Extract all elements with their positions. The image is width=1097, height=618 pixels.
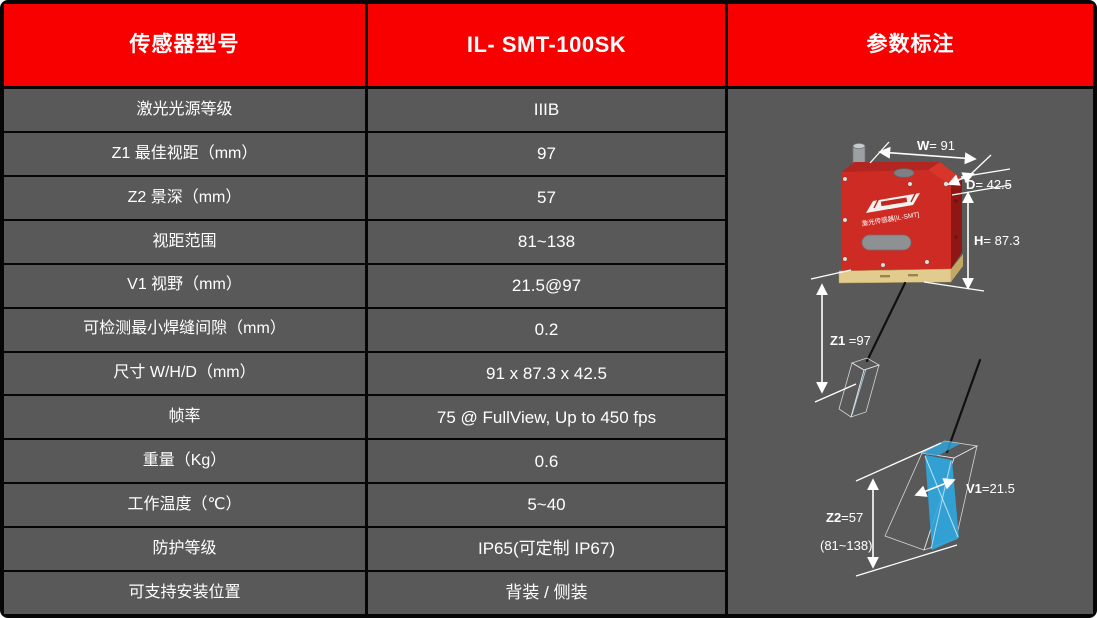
spec-label: 重量（Kg） xyxy=(4,440,365,483)
dim-h-label: H= 87.3 xyxy=(974,233,1020,248)
z1-extension-line xyxy=(810,269,852,280)
spec-label: 可支持安装位置 xyxy=(4,572,365,614)
base-plate-slot xyxy=(908,274,918,277)
sticker-slash-marks xyxy=(873,191,917,209)
near-field-prism xyxy=(838,357,880,418)
dim-z1-label: Z1 =97 xyxy=(830,333,871,348)
spec-label: 帧率 xyxy=(4,396,365,439)
spec-value: 81~138 xyxy=(368,220,725,263)
top-hole xyxy=(893,168,915,178)
spec-value: IP65(可定制 IP67) xyxy=(368,528,725,571)
column-header-sensor-model: 传感器型号 xyxy=(4,4,365,86)
z2-extension-line xyxy=(855,544,958,577)
spec-table: 传感器型号 IL- SMT-100SK 激光光源等级 IIIB Z1 最佳视距（… xyxy=(4,4,725,614)
dim-w-label: W= 91 xyxy=(917,138,955,153)
table-header-row: 传感器型号 IL- SMT-100SK xyxy=(4,4,725,86)
z1-extension-line xyxy=(814,383,857,403)
spec-value: 0.2 xyxy=(368,308,725,351)
spec-label: Z2 景深（mm） xyxy=(4,176,365,219)
spec-value: 75 @ FullView, Up to 450 fps xyxy=(368,396,725,439)
spec-value: IIIB xyxy=(368,89,725,131)
dimension-annotations: W= 91 D= 42.5 H= 87.3 Z1 =97 xyxy=(810,138,1020,577)
sensor-top-face xyxy=(842,162,940,172)
spec-value: 5~40 xyxy=(368,484,725,527)
dim-range-label: (81~138) xyxy=(820,538,872,553)
laser-plane-top xyxy=(922,441,960,456)
h-extension-line xyxy=(923,281,985,292)
sticker-brand-mark xyxy=(880,197,908,207)
base-plate-side xyxy=(951,254,963,282)
diagram-canvas: 激光传感器[IL-SMT] xyxy=(728,89,1093,614)
sensor-dimension-diagram: 激光传感器[IL-SMT] xyxy=(810,138,1020,577)
spec-label: 可检测最小焊缝间隙（mm） xyxy=(4,308,365,351)
base-plate-slot xyxy=(880,275,890,278)
dim-d-label: D= 42.5 xyxy=(966,177,1012,192)
dim-z2-label: Z2=57 xyxy=(826,510,863,525)
sensor-side-face xyxy=(951,179,962,269)
dim-v1-label: V1=21.5 xyxy=(966,481,1015,496)
screw-icons xyxy=(842,176,949,268)
spec-label: V1 视野（mm） xyxy=(4,264,365,307)
w-dimension-arrow xyxy=(878,146,977,165)
optical-window-slot xyxy=(861,234,912,251)
base-plate xyxy=(838,268,952,284)
w-extension-line xyxy=(970,154,992,175)
spec-label: 尺寸 W/H/D（mm） xyxy=(4,352,365,395)
spec-rows: 激光光源等级 IIIB Z1 最佳视距（mm） 97 Z2 景深（mm） 57 … xyxy=(4,89,725,614)
connector-cylinder-icon xyxy=(852,143,866,168)
column-header-model-number: IL- SMT-100SK xyxy=(368,4,725,86)
spec-value: 21.5@97 xyxy=(368,264,725,307)
measuring-range-prism xyxy=(884,440,979,551)
spec-value: 57 xyxy=(368,176,725,219)
d-extension-line xyxy=(951,184,1011,196)
diagram-panel: 参数标注 xyxy=(728,4,1093,614)
spec-value: 97 xyxy=(368,132,725,175)
sensor-device-illustration: 激光传感器[IL-SMT] xyxy=(838,143,963,284)
laser-beam-far xyxy=(945,358,982,454)
side-screw-icons xyxy=(954,199,958,239)
column-header-annotations: 参数标注 xyxy=(728,4,1093,86)
spec-label: 激光光源等级 xyxy=(4,89,365,131)
v1-dimension-arrow xyxy=(914,478,956,497)
spec-label: 视距范围 xyxy=(4,220,365,263)
spec-label: 防护等级 xyxy=(4,528,365,571)
spec-value: 91 x 87.3 x 42.5 xyxy=(368,352,725,395)
spec-value: 背装 / 侧装 xyxy=(368,572,725,614)
spec-label: Z1 最佳视距（mm） xyxy=(4,132,365,175)
spec-value: 0.6 xyxy=(368,440,725,483)
spec-label: 工作温度（℃） xyxy=(4,484,365,527)
z2-extension-line xyxy=(855,442,942,482)
laser-beam-near xyxy=(865,281,907,363)
d-dimension-arrow xyxy=(947,172,975,186)
